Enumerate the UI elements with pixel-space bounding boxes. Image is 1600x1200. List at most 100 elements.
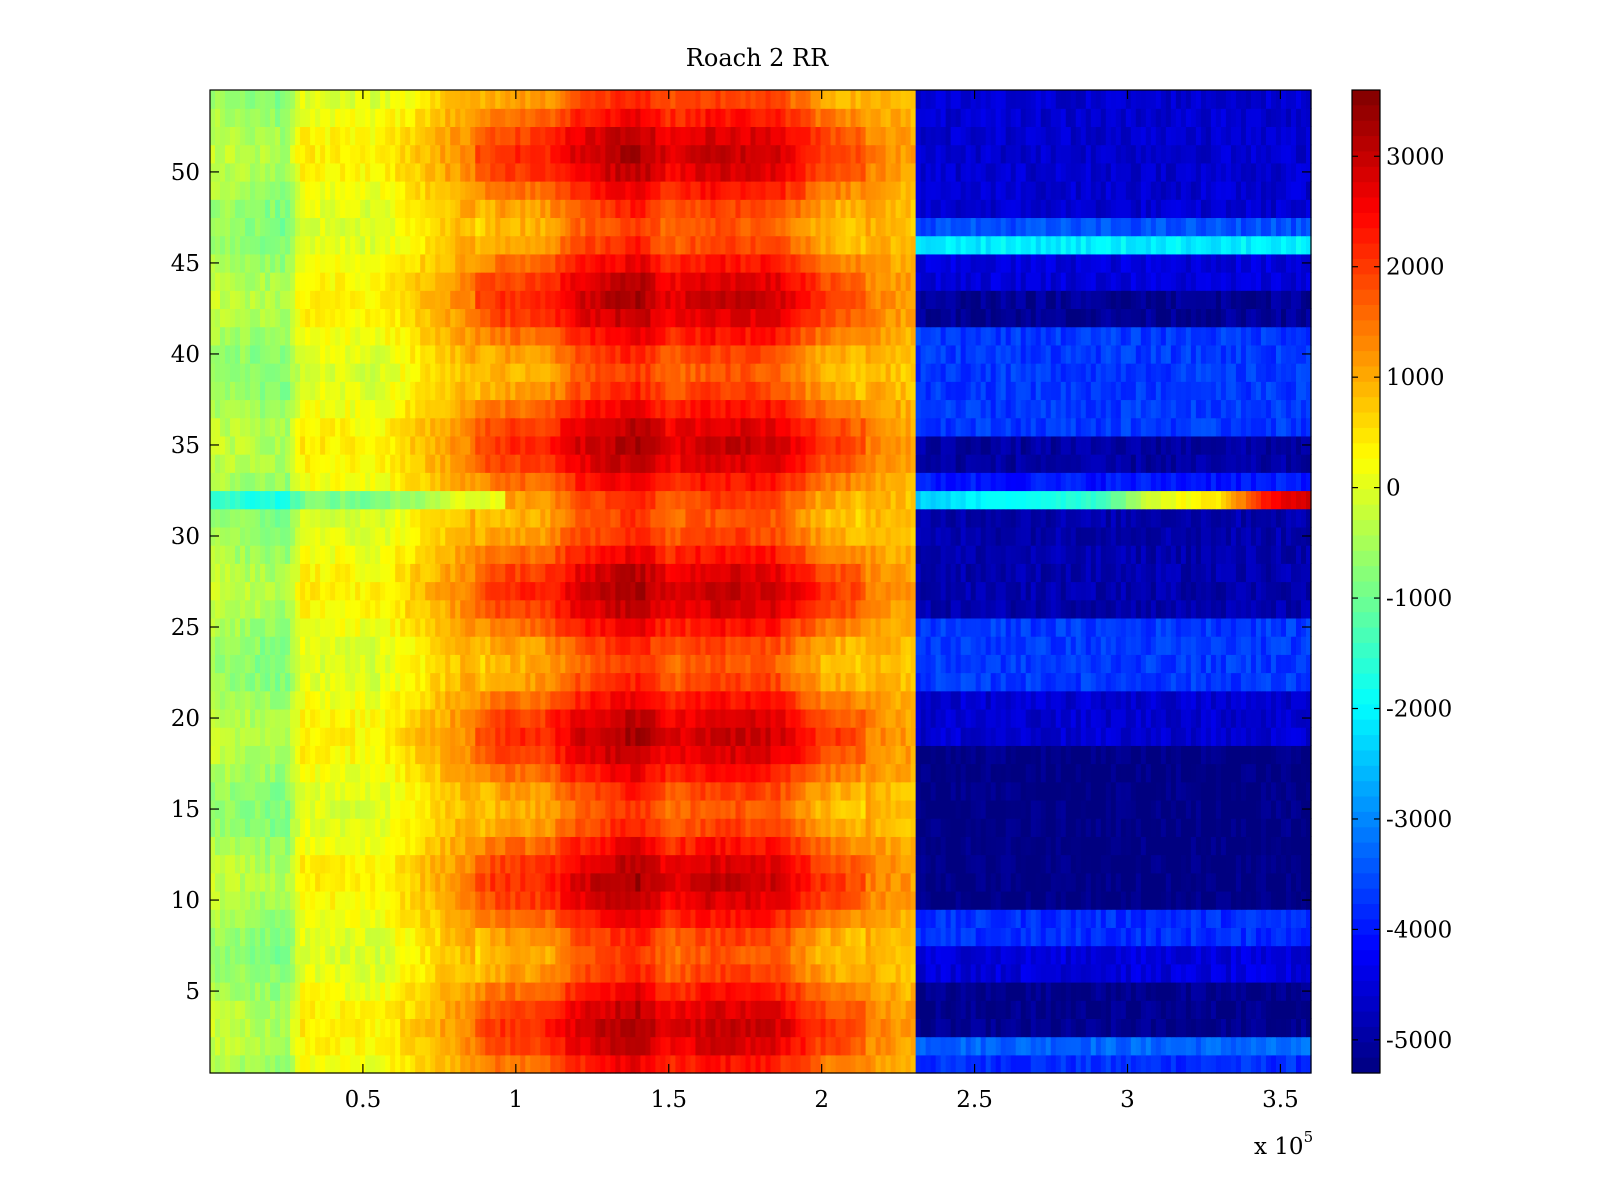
heatmap-cell bbox=[705, 1018, 712, 1038]
heatmap-cell bbox=[1230, 727, 1237, 746]
heatmap-cell bbox=[1160, 836, 1167, 856]
heatmap-cell bbox=[1265, 1000, 1272, 1019]
heatmap-cell bbox=[990, 799, 997, 819]
heatmap-cell bbox=[790, 672, 797, 692]
heatmap-cell bbox=[290, 927, 296, 947]
heatmap-cell bbox=[860, 1054, 867, 1074]
heatmap-cell bbox=[730, 727, 737, 746]
heatmap-cell bbox=[675, 1036, 682, 1056]
heatmap-cell bbox=[945, 690, 952, 710]
heatmap-cell bbox=[710, 745, 717, 765]
heatmap-cell bbox=[1225, 708, 1232, 728]
heatmap-cell bbox=[865, 1018, 872, 1038]
heatmap-cell bbox=[640, 854, 646, 874]
heatmap-cell bbox=[790, 708, 797, 728]
heatmap-cell bbox=[1285, 727, 1292, 746]
heatmap-cell bbox=[235, 745, 241, 765]
heatmap-cell bbox=[625, 1000, 631, 1019]
heatmap-cell bbox=[1095, 1000, 1102, 1019]
heatmap-cell bbox=[1235, 1000, 1242, 1019]
heatmap-cell bbox=[800, 781, 807, 801]
heatmap-cell bbox=[705, 799, 712, 819]
heatmap-cell bbox=[405, 854, 411, 874]
heatmap-cell bbox=[1110, 745, 1117, 765]
heatmap-cell bbox=[300, 690, 306, 710]
heatmap-cell bbox=[935, 854, 942, 874]
heatmap-cell bbox=[1230, 872, 1237, 892]
heatmap-cell bbox=[470, 854, 476, 874]
heatmap-cell bbox=[565, 672, 571, 692]
heatmap-cell bbox=[670, 927, 677, 947]
heatmap-cell bbox=[985, 872, 992, 892]
heatmap-cell bbox=[480, 1054, 486, 1074]
heatmap-cell bbox=[210, 927, 216, 947]
heatmap-cell bbox=[425, 818, 431, 837]
heatmap-cell bbox=[675, 781, 682, 801]
heatmap-cell bbox=[415, 1000, 421, 1019]
heatmap-cell bbox=[1080, 727, 1087, 746]
heatmap-cell bbox=[1135, 1036, 1142, 1056]
heatmap-cell bbox=[1100, 1054, 1107, 1074]
heatmap-cell bbox=[1130, 1036, 1137, 1056]
heatmap-cell bbox=[340, 708, 346, 728]
heatmap-cell bbox=[1135, 1000, 1142, 1019]
heatmap-cell bbox=[1160, 690, 1167, 710]
heatmap-cell bbox=[370, 872, 376, 892]
heatmap-cell bbox=[425, 1036, 431, 1056]
heatmap-cell bbox=[465, 727, 471, 746]
heatmap-cell bbox=[930, 909, 937, 928]
heatmap-cell bbox=[660, 708, 667, 728]
heatmap-cell bbox=[1170, 1054, 1177, 1074]
heatmap-cell bbox=[460, 890, 466, 910]
heatmap-cell bbox=[380, 708, 386, 728]
heatmap-cell bbox=[1240, 690, 1247, 710]
heatmap-cell bbox=[1085, 799, 1092, 819]
heatmap-cell bbox=[225, 872, 231, 892]
heatmap-cell bbox=[1140, 781, 1147, 801]
heatmap-cell bbox=[1250, 1018, 1257, 1038]
heatmap-cell bbox=[805, 963, 812, 983]
heatmap-cell bbox=[535, 672, 541, 692]
heatmap-cell bbox=[1180, 1054, 1187, 1074]
heatmap-cell bbox=[605, 981, 611, 1001]
heatmap-cell bbox=[855, 672, 862, 692]
heatmap-cell bbox=[1095, 781, 1102, 801]
heatmap-cell bbox=[215, 963, 221, 983]
heatmap-cell bbox=[1100, 909, 1107, 928]
heatmap-cell bbox=[500, 781, 506, 801]
heatmap-cell bbox=[1030, 981, 1037, 1001]
heatmap-cell bbox=[500, 763, 506, 783]
heatmap-cell bbox=[765, 963, 772, 983]
heatmap-cell bbox=[855, 945, 862, 965]
heatmap-cell bbox=[245, 872, 251, 892]
heatmap-cell bbox=[385, 854, 391, 874]
heatmap-cell bbox=[1220, 1054, 1227, 1074]
heatmap-cell bbox=[1150, 836, 1157, 856]
heatmap-cell bbox=[295, 945, 301, 965]
heatmap-cell bbox=[1030, 672, 1037, 692]
heatmap-cell bbox=[370, 1018, 376, 1038]
heatmap-cell bbox=[1270, 690, 1277, 710]
heatmap-cell bbox=[280, 890, 286, 910]
heatmap-cell bbox=[1155, 981, 1162, 1001]
heatmap-cell bbox=[880, 963, 887, 983]
heatmap-cell bbox=[1145, 854, 1152, 874]
heatmap-cell bbox=[1010, 1000, 1017, 1019]
heatmap-cell bbox=[965, 727, 972, 746]
heatmap-cell bbox=[1230, 1054, 1237, 1074]
heatmap-cell bbox=[250, 981, 256, 1001]
heatmap-cell bbox=[745, 1018, 752, 1038]
heatmap-cell bbox=[330, 1000, 336, 1019]
heatmap-cell bbox=[1020, 672, 1027, 692]
heatmap-cell bbox=[840, 963, 847, 983]
heatmap-cell bbox=[345, 1054, 351, 1074]
heatmap-cell bbox=[1260, 1000, 1267, 1019]
heatmap-cell bbox=[1265, 1018, 1272, 1038]
heatmap-cell bbox=[1190, 672, 1197, 692]
heatmap-cell bbox=[1220, 1018, 1227, 1038]
heatmap-cell bbox=[215, 818, 221, 837]
heatmap-cell bbox=[620, 909, 626, 928]
heatmap-cell bbox=[1000, 690, 1007, 710]
heatmap-cell bbox=[435, 1054, 441, 1074]
heatmap-cell bbox=[270, 745, 276, 765]
